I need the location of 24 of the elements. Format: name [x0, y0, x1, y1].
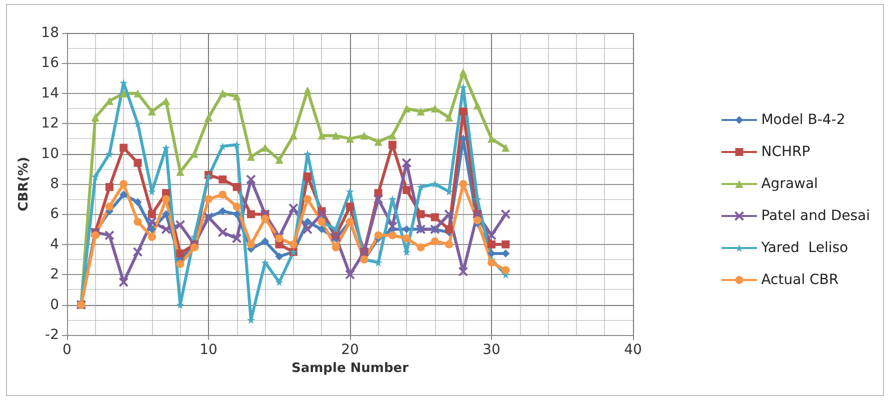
legend-label: Patel and Desai	[761, 208, 870, 224]
legend-label: NCHRP	[761, 144, 810, 160]
x-tick-label: 40	[624, 342, 642, 358]
x-tick-label: 10	[200, 342, 218, 358]
legend-label: Model B-4-2	[761, 112, 846, 128]
y-tick-label: -2	[45, 327, 59, 343]
y-axis-title: CBR(%)	[16, 156, 32, 212]
y-tick-label: 4	[50, 236, 60, 252]
y-tick-label: 12	[41, 116, 59, 132]
legend-label: Actual CBR	[761, 272, 839, 288]
y-tick-label: 14	[41, 85, 60, 102]
x-tick-label: 20	[341, 342, 359, 358]
y-tick-label: 18	[41, 25, 59, 41]
y-tick-label: 6	[50, 206, 60, 222]
y-tick-label: 16	[41, 55, 60, 72]
y-tick-label: 2	[50, 266, 59, 283]
legend-label: Agrawal	[761, 176, 818, 192]
y-tick-label: 10	[41, 146, 59, 162]
y-tick-label: 0	[50, 296, 59, 313]
y-tick-label: 8	[50, 176, 59, 192]
x-tick-label: 30	[482, 342, 500, 358]
legend-label: Yared Leliso	[760, 240, 848, 256]
x-axis-title: Sample Number	[292, 360, 410, 376]
x-tick-label: 0	[62, 342, 72, 358]
